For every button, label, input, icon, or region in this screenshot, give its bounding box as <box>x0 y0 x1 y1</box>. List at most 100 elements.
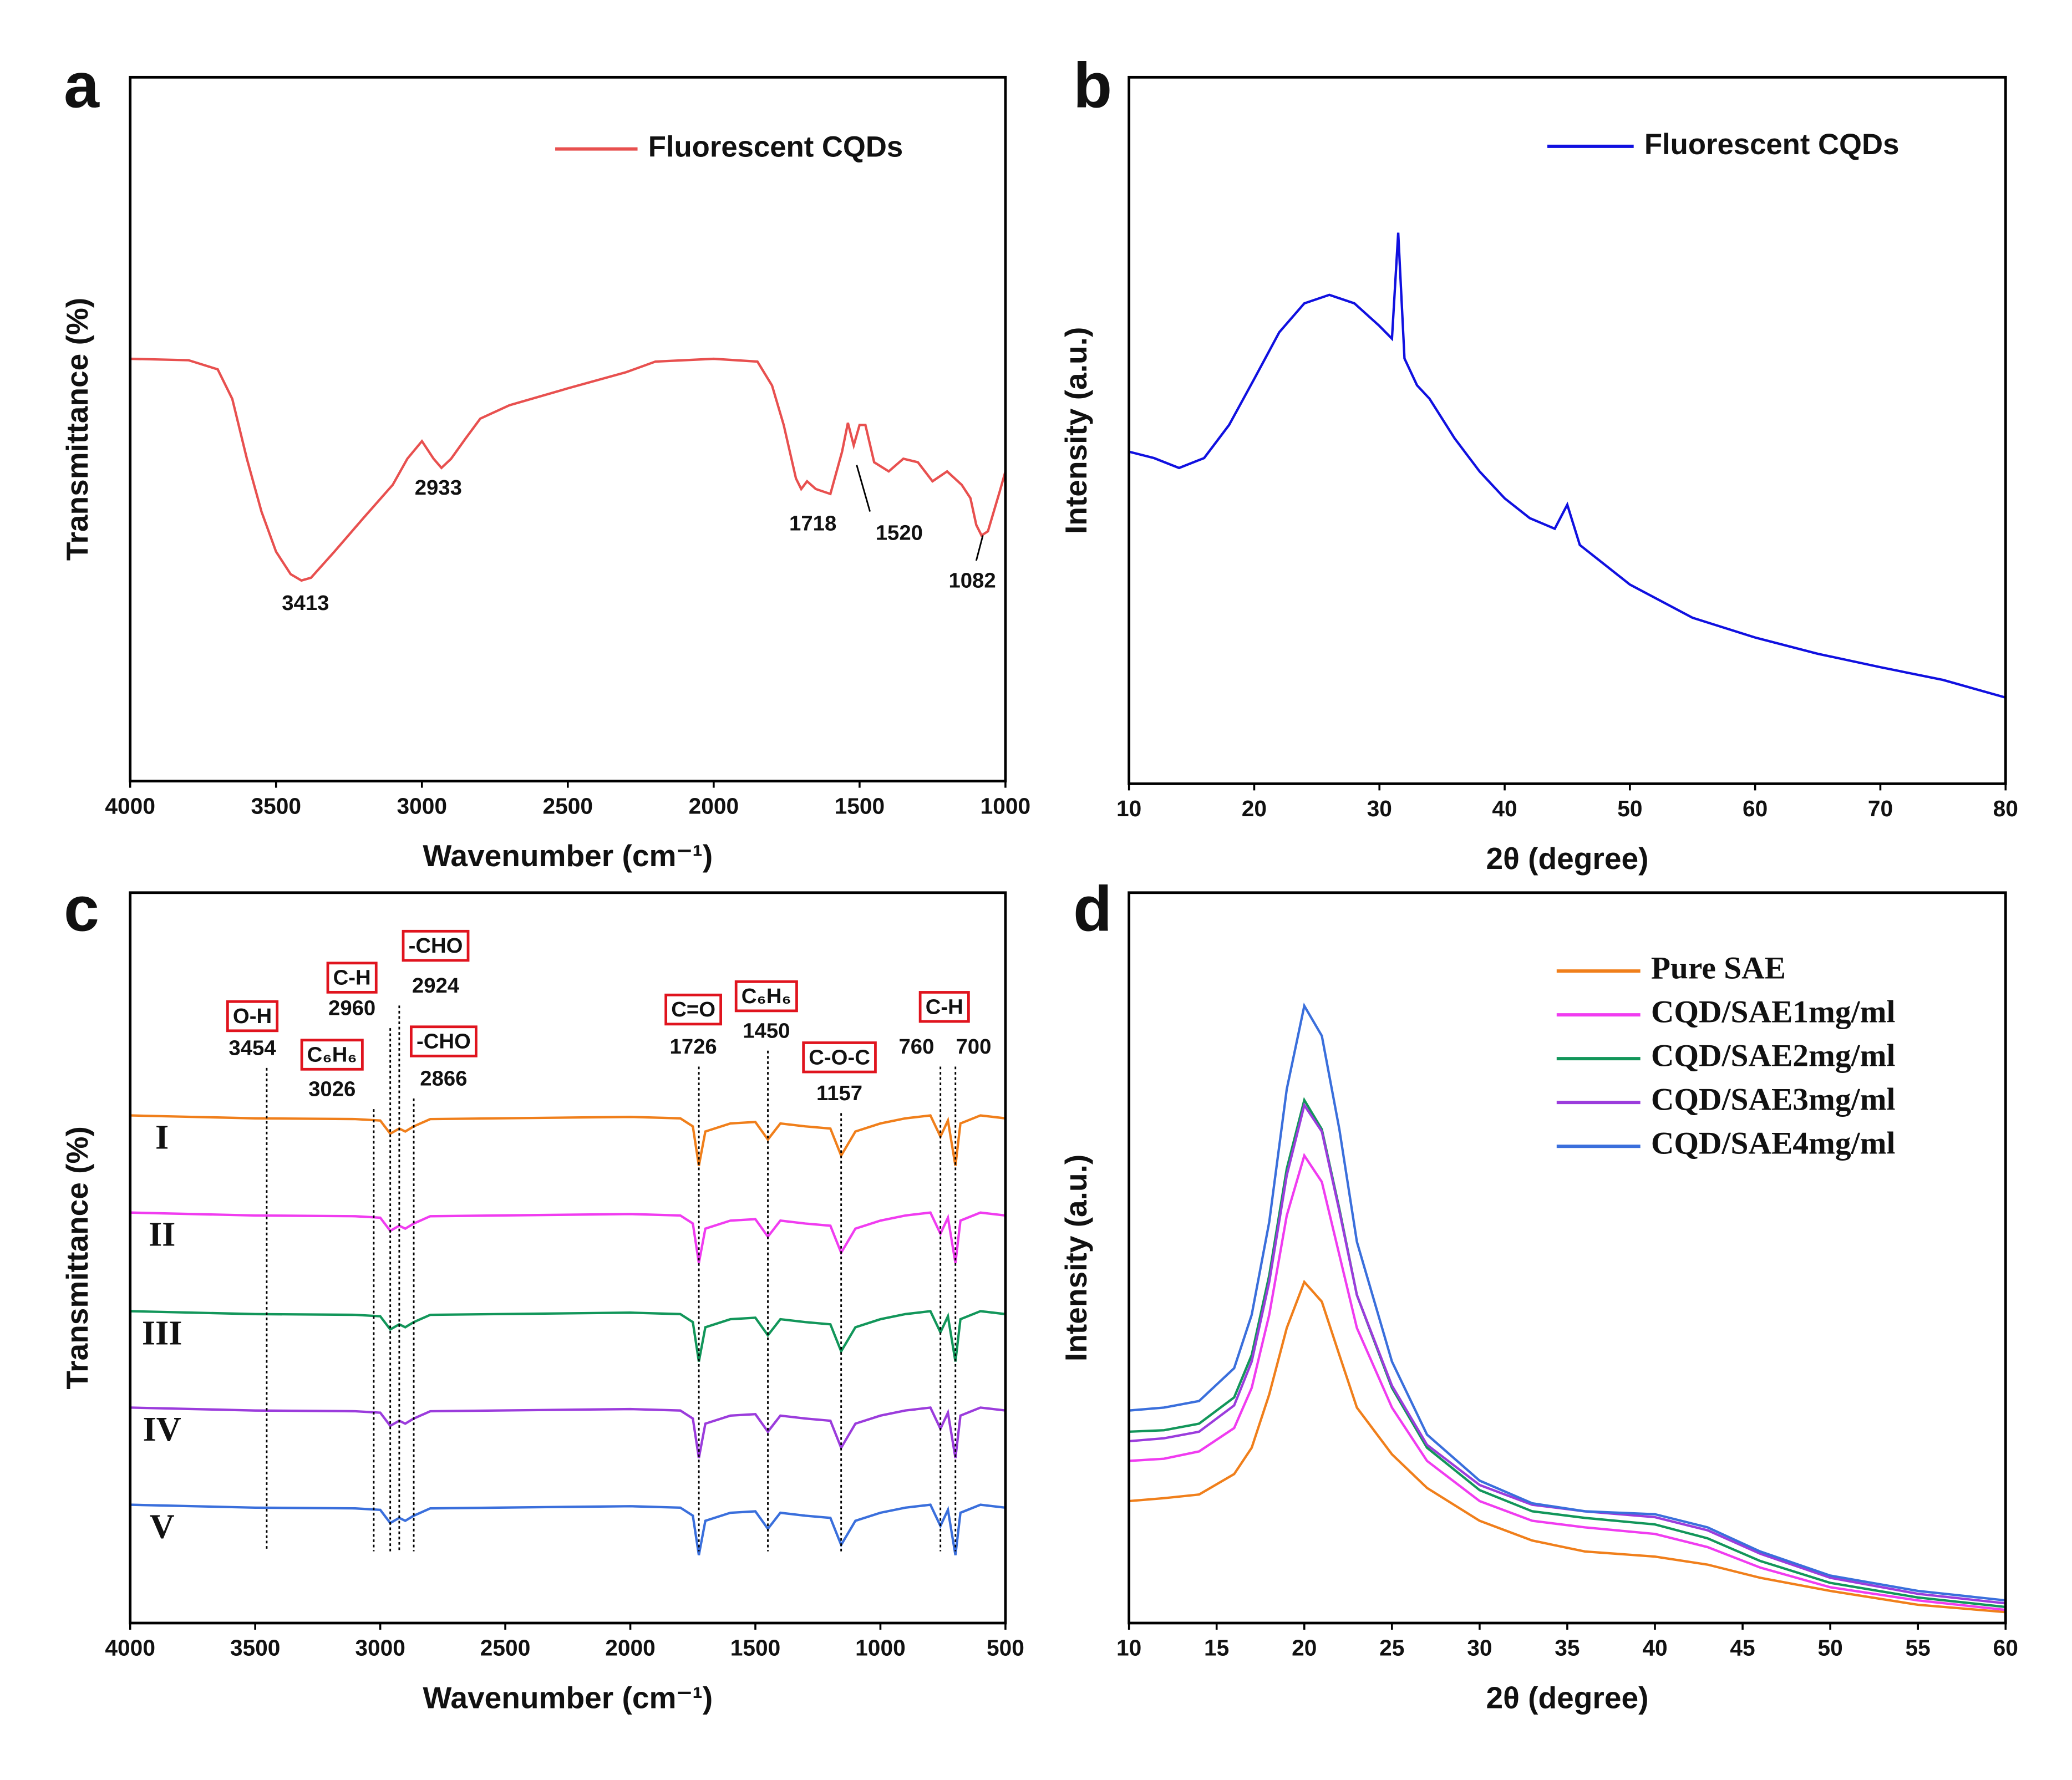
group-box <box>734 980 798 1013</box>
group-box <box>402 929 470 962</box>
legend-label: Pure SAE <box>1651 950 1786 985</box>
spectrum-line <box>130 1310 1006 1362</box>
x-tick-label: 50 <box>1617 796 1642 821</box>
series-label: I <box>155 1118 169 1156</box>
plot-frame <box>1128 75 2007 785</box>
x-tick-label: 25 <box>1379 1635 1404 1661</box>
peak-label: 2960 <box>328 996 375 1020</box>
x-tick-label: 3500 <box>230 1635 281 1661</box>
group-label: O-H <box>233 1004 272 1028</box>
group-box <box>326 962 378 994</box>
y-axis-label: Transmittance (%) <box>60 1126 94 1389</box>
legend-label: CQD/SAE3mg/ml <box>1651 1082 1896 1117</box>
spectrum-line <box>130 1114 1006 1166</box>
series-label: III <box>142 1314 182 1352</box>
x-tick-label: 1500 <box>730 1635 781 1661</box>
spectrum-line <box>130 1211 1006 1264</box>
x-tick-label: 2000 <box>605 1635 656 1661</box>
peak-label: 1520 <box>876 521 923 545</box>
x-axis-label: Wavenumber (cm⁻¹) <box>423 838 713 873</box>
x-tick-label: 50 <box>1817 1635 1842 1661</box>
group-box <box>664 993 723 1026</box>
spectrum-line <box>1129 1102 2006 1605</box>
group-box <box>918 991 970 1023</box>
spectrum-line <box>1129 1003 2006 1602</box>
spectrum-line <box>130 1503 1006 1555</box>
group-label: C=O <box>671 998 715 1021</box>
y-axis-label: Intensity (a.u.) <box>1059 1155 1093 1361</box>
spectrum-line <box>1129 1279 2006 1614</box>
x-tick-label: 30 <box>1467 1635 1492 1661</box>
peak-label: 1726 <box>670 1035 717 1059</box>
y-axis-label: Transmittance (%) <box>60 298 94 561</box>
spectrum-line <box>1129 1152 2006 1611</box>
x-tick-label: 10 <box>1116 796 1141 821</box>
x-tick-label: 15 <box>1204 1635 1229 1661</box>
peak-label: 760 <box>899 1035 935 1059</box>
x-tick-label: 40 <box>1492 796 1517 821</box>
spectrum-line <box>1129 232 2006 699</box>
x-tick-label: 60 <box>1743 796 1768 821</box>
leader-line <box>856 465 871 512</box>
legend-label: CQD/SAE4mg/ml <box>1651 1126 1896 1161</box>
x-tick-label: 30 <box>1367 796 1392 821</box>
x-tick-label: 20 <box>1242 796 1267 821</box>
x-tick-label: 3000 <box>355 1635 405 1661</box>
x-tick-label: 1000 <box>855 1635 906 1661</box>
legend-label: CQD/SAE1mg/ml <box>1651 994 1896 1029</box>
x-tick-label: 2500 <box>480 1635 531 1661</box>
spectrum-line <box>130 1406 1006 1458</box>
group-label: C₆H₆ <box>307 1042 357 1066</box>
series-label: IV <box>143 1411 181 1448</box>
group-box <box>300 1039 364 1071</box>
plot-frame <box>129 75 1007 783</box>
leader-line <box>975 535 984 561</box>
x-tick-label: 20 <box>1292 1635 1317 1661</box>
peak-label: 2866 <box>420 1067 467 1091</box>
peak-label: 700 <box>956 1035 991 1059</box>
legend-label: Fluorescent CQDs <box>648 131 903 164</box>
x-tick-label: 4000 <box>105 793 155 818</box>
group-label: C-H <box>333 966 371 990</box>
group-box <box>409 1025 478 1057</box>
peak-label: 2924 <box>412 974 460 998</box>
group-label: -CHO <box>417 1030 471 1054</box>
series-label: V <box>150 1508 175 1545</box>
panel-letter: d <box>1073 873 1112 944</box>
x-axis-label: 2θ (degree) <box>1486 841 1648 876</box>
x-tick-label: 60 <box>1993 1635 2018 1661</box>
y-axis-label: Intensity (a.u.) <box>1059 327 1093 534</box>
spectrum-line <box>130 357 1007 582</box>
series-label: II <box>149 1216 175 1253</box>
peak-label: 1157 <box>816 1081 862 1105</box>
x-tick-label: 3000 <box>397 793 447 818</box>
group-label: C₆H₆ <box>742 984 791 1008</box>
x-tick-label: 500 <box>987 1635 1024 1661</box>
x-axis-label: Wavenumber (cm⁻¹) <box>423 1680 713 1715</box>
x-tick-label: 45 <box>1730 1635 1755 1661</box>
plot-frame <box>129 891 1007 1625</box>
panel-letter: a <box>64 50 100 121</box>
peak-label: 2933 <box>415 476 462 500</box>
group-box <box>226 1000 279 1033</box>
peak-label: 3454 <box>228 1036 276 1060</box>
peak-label: 1450 <box>743 1019 790 1042</box>
x-axis-label: 2θ (degree) <box>1486 1680 1648 1715</box>
panel-letter: c <box>64 873 99 944</box>
x-tick-label: 3500 <box>251 793 301 818</box>
x-tick-label: 10 <box>1116 1635 1141 1661</box>
group-label: -CHO <box>409 934 463 958</box>
peak-label: 1718 <box>789 512 836 536</box>
legend-label: CQD/SAE2mg/ml <box>1651 1038 1896 1073</box>
x-tick-label: 1000 <box>981 793 1031 818</box>
x-tick-label: 1500 <box>835 793 885 818</box>
x-tick-label: 2500 <box>543 793 593 818</box>
x-tick-label: 35 <box>1555 1635 1580 1661</box>
peak-label: 3026 <box>308 1077 356 1101</box>
legend-label: Fluorescent CQDs <box>1644 128 1900 161</box>
group-label: C-O-C <box>809 1045 870 1069</box>
x-tick-label: 40 <box>1642 1635 1667 1661</box>
x-tick-label: 2000 <box>689 793 739 818</box>
